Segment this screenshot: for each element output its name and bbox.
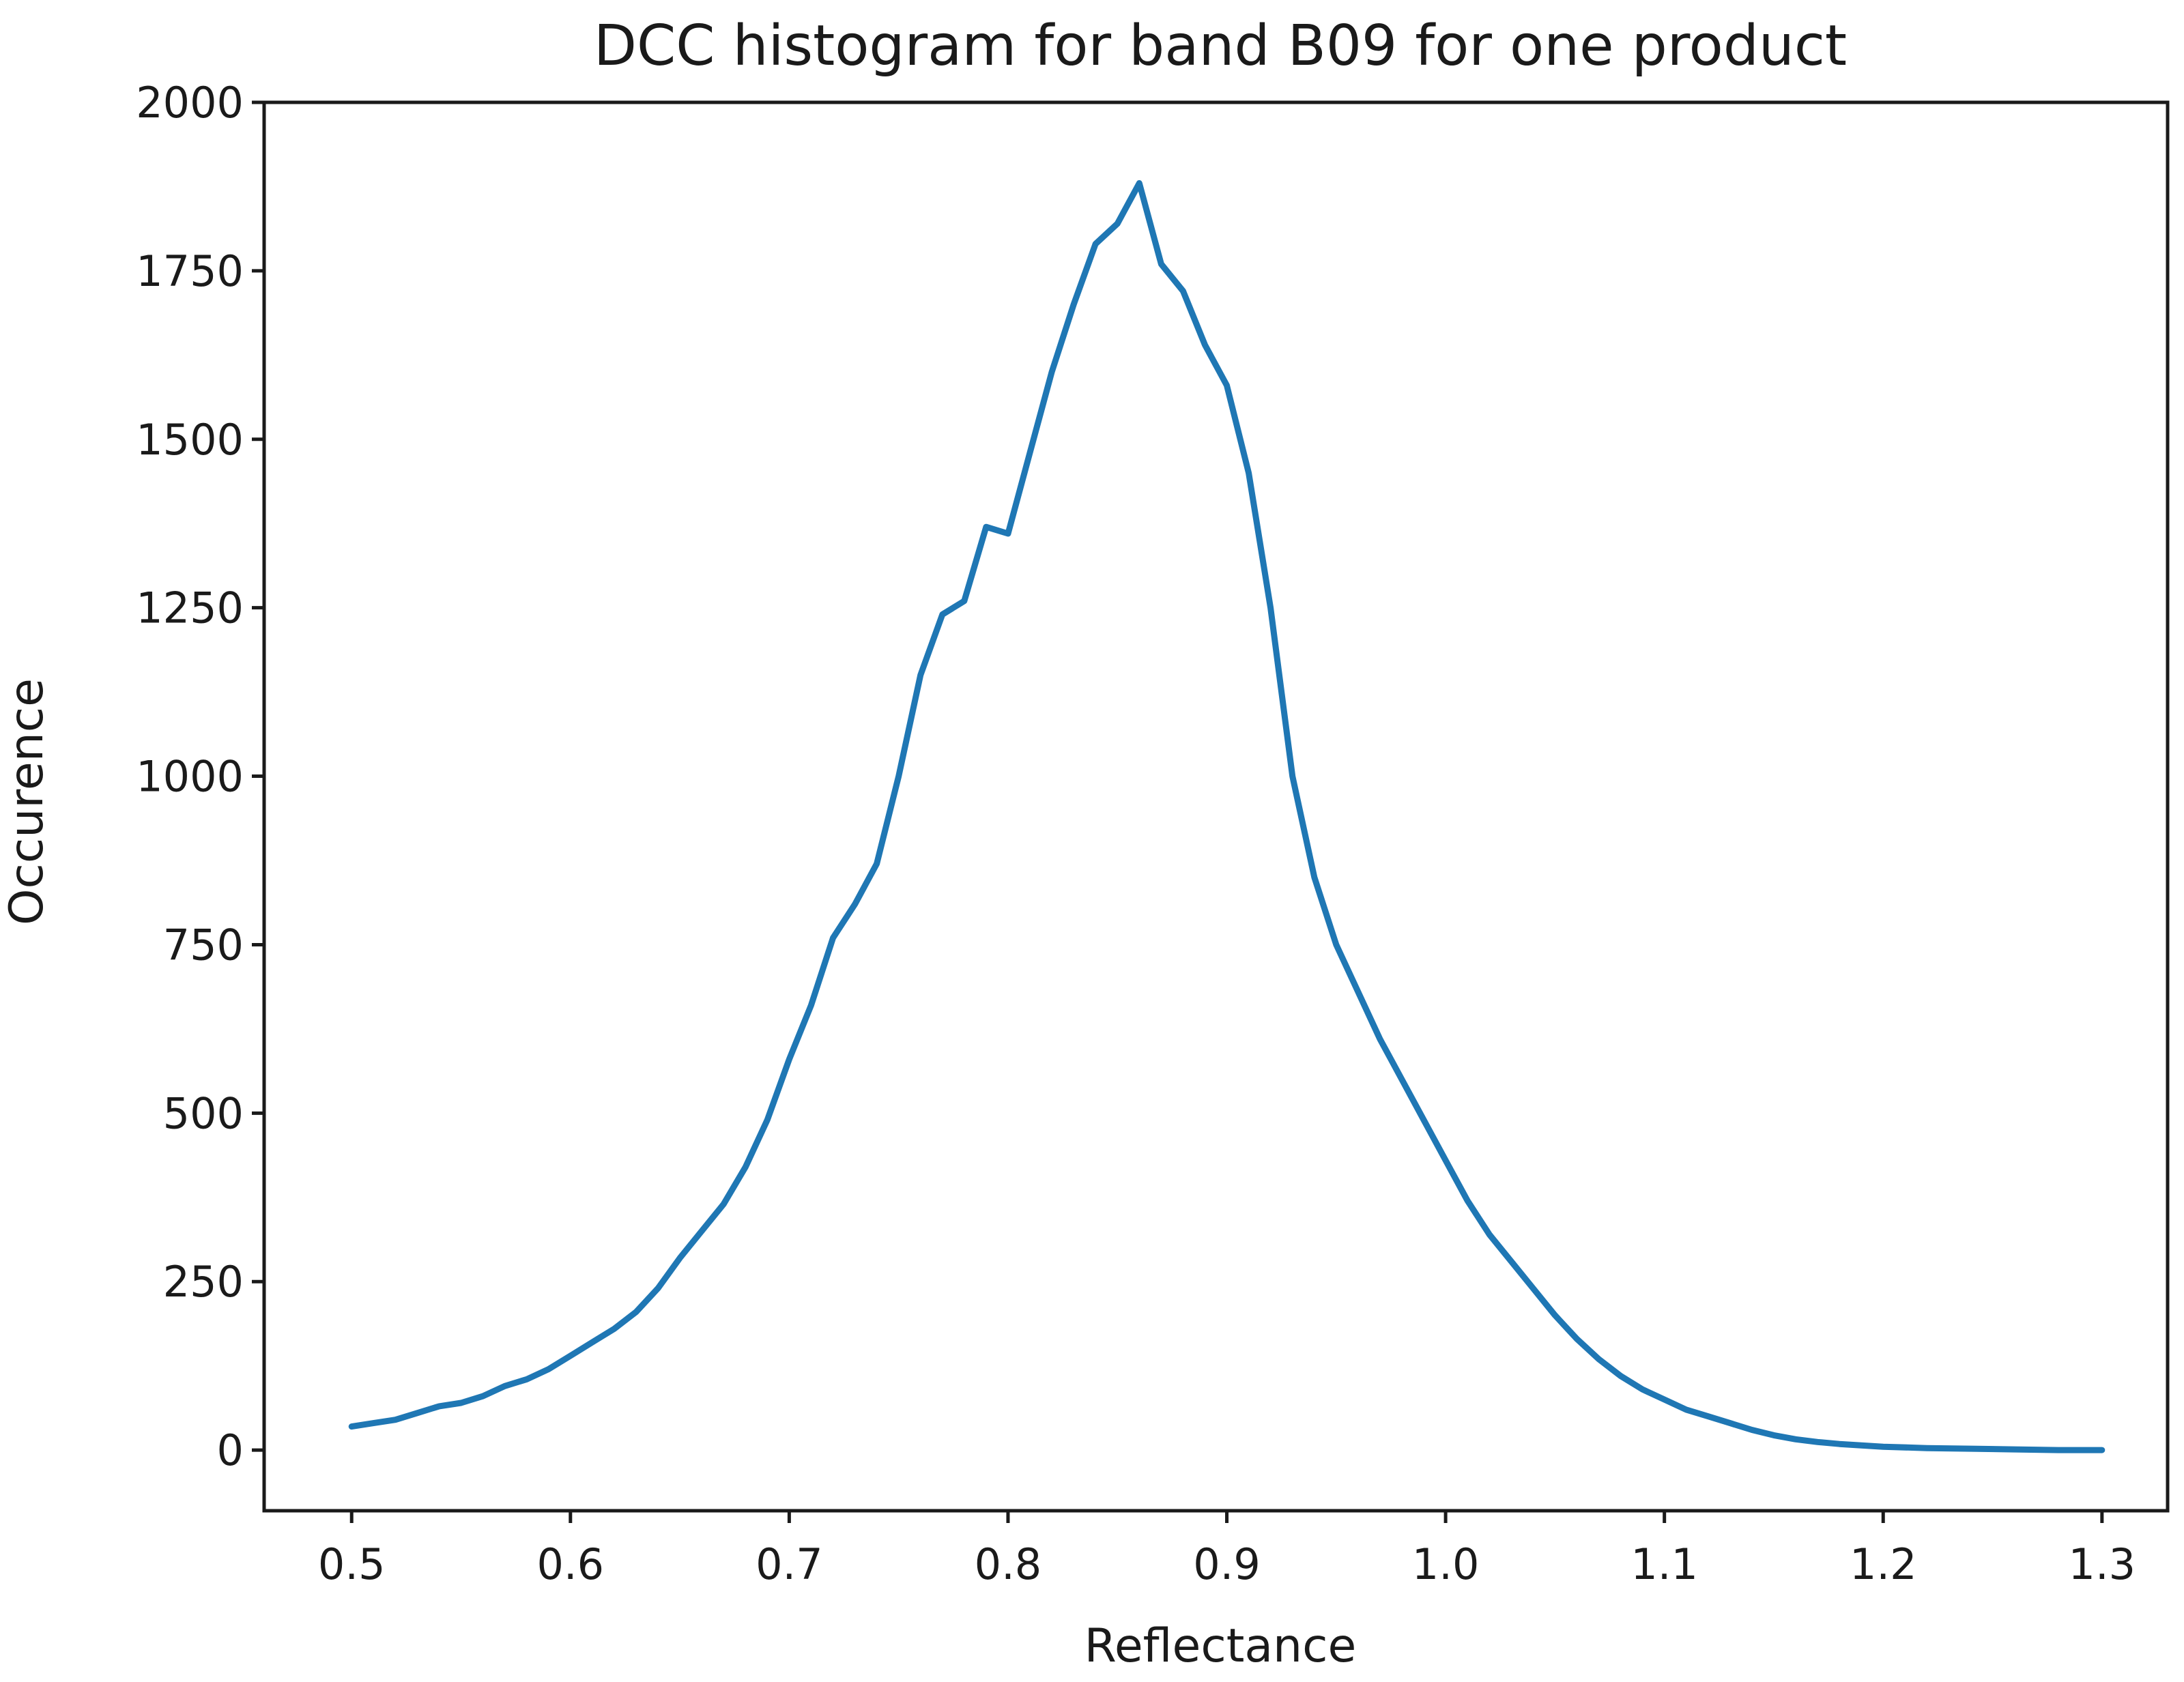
x-tick-label: 0.7 <box>756 1539 823 1589</box>
y-tick-label: 0 <box>217 1425 244 1475</box>
x-tick-label: 0.5 <box>318 1539 386 1589</box>
x-tick-label: 1.3 <box>2069 1539 2136 1589</box>
y-tick-label: 1000 <box>136 752 244 802</box>
y-axis-label: Occurence <box>0 678 54 925</box>
y-tick-label: 1250 <box>136 583 244 633</box>
x-axis-label: Reflectance <box>1084 1619 1357 1673</box>
y-tick-label: 750 <box>163 920 244 970</box>
y-tick-label: 500 <box>163 1088 244 1138</box>
y-tick-label: 2000 <box>136 78 244 128</box>
x-tick-label: 0.8 <box>975 1539 1042 1589</box>
x-axis: 0.5 0.6 0.7 0.8 0.9 1.0 1.1 1.2 1.3 <box>318 1511 2136 1589</box>
x-tick-label: 1.0 <box>1412 1539 1480 1589</box>
y-tick-label: 1750 <box>136 246 244 296</box>
y-tick-label: 1500 <box>136 415 244 465</box>
x-tick-label: 1.1 <box>1630 1539 1698 1589</box>
x-tick-label: 0.6 <box>536 1539 604 1589</box>
chart-title: DCC histogram for band B09 for one produ… <box>594 14 1847 78</box>
y-tick-label: 250 <box>163 1257 244 1307</box>
x-tick-label: 1.2 <box>1850 1539 1917 1589</box>
y-axis: 0 250 500 750 1000 1250 1500 1750 2000 <box>136 78 264 1475</box>
series-line <box>348 180 2106 1453</box>
series-group <box>348 180 2106 1453</box>
x-tick-label: 0.9 <box>1193 1539 1261 1589</box>
plot-frame <box>262 100 2170 1513</box>
